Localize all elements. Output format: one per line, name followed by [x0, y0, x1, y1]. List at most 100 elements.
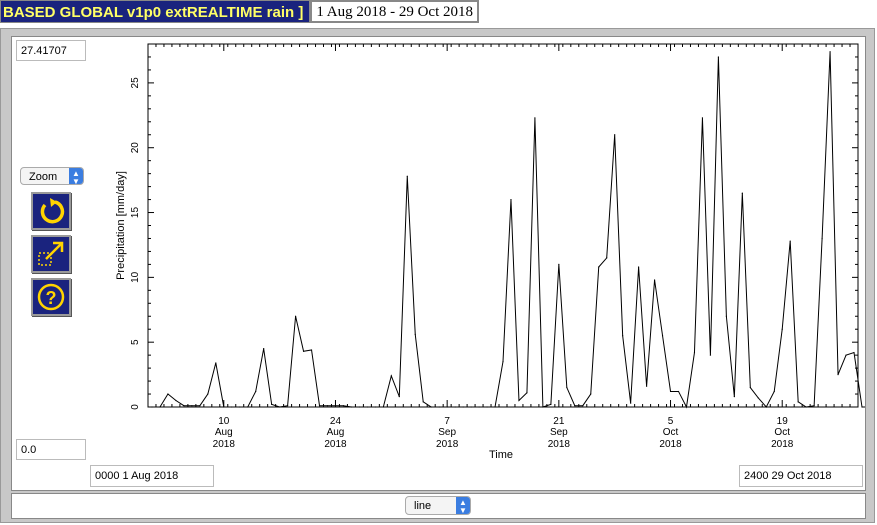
data-point — [725, 315, 727, 317]
title-bar: BASED GLOBAL v1p0 extREALTIME rain ] 1 A… — [0, 0, 479, 26]
zoom-select-value: Zoom — [29, 171, 58, 183]
data-point — [454, 406, 456, 408]
x-tick-day: 5 — [668, 416, 674, 427]
x-tick-month: Aug — [215, 427, 233, 438]
x-tick-day: 21 — [553, 416, 565, 427]
x-tick-day: 7 — [444, 416, 450, 427]
chevron-updown-icon: ▲ ▼ — [456, 497, 470, 515]
data-point — [614, 134, 616, 136]
data-point — [318, 405, 321, 407]
data-point — [829, 51, 831, 53]
data-point — [574, 405, 576, 407]
data-point — [853, 351, 855, 354]
x-tick-month: Sep — [438, 427, 456, 438]
data-point — [566, 386, 568, 389]
data-point — [294, 315, 297, 317]
data-point — [606, 257, 608, 259]
data-point — [239, 406, 241, 408]
data-point — [502, 361, 504, 363]
y-min-input[interactable]: 0.0 — [16, 439, 86, 460]
data-point — [781, 328, 783, 330]
data-point — [159, 406, 161, 408]
data-point — [630, 402, 632, 404]
end-time-input[interactable]: 2400 29 Oct 2018 — [739, 465, 863, 487]
reset-view-button[interactable] — [31, 192, 71, 230]
data-point — [582, 405, 584, 407]
start-time-input[interactable]: 0000 1 Aug 2018 — [90, 465, 214, 487]
data-point — [494, 406, 496, 408]
data-point — [717, 56, 719, 58]
data-point — [406, 175, 408, 177]
plot-panel: 27.41707 0.0 0000 1 Aug 2018 2400 29 Oct… — [11, 36, 866, 491]
data-point — [366, 406, 368, 408]
data-point — [765, 406, 767, 408]
plot-type-value: line — [414, 500, 432, 512]
data-point — [550, 403, 552, 406]
data-point — [701, 117, 704, 119]
data-point — [231, 406, 233, 408]
data-point — [685, 406, 688, 408]
svg-text:?: ? — [46, 288, 57, 308]
y-tick-label: 25 — [130, 77, 141, 89]
data-point — [342, 405, 345, 407]
x-tick-year: 2018 — [659, 439, 682, 450]
y-tick-label: 5 — [130, 339, 141, 345]
data-point — [438, 406, 440, 408]
data-point — [558, 263, 560, 265]
x-tick-year: 2018 — [771, 439, 794, 450]
data-point — [773, 390, 775, 393]
data-point — [183, 405, 185, 407]
data-point — [598, 266, 600, 268]
data-point — [645, 385, 648, 387]
data-point — [382, 406, 384, 408]
y-tick-label: 15 — [130, 207, 141, 219]
data-point — [414, 333, 416, 335]
data-point — [709, 354, 712, 356]
data-point — [733, 396, 735, 398]
y-max-input[interactable]: 27.41707 — [16, 40, 86, 61]
viewer-frame: 27.41707 0.0 0000 1 Aug 2018 2400 29 Oct… — [0, 28, 875, 523]
data-point — [279, 406, 281, 408]
precipitation-chart[interactable]: 051015202510Aug201824Aug20187Sep201821Se… — [12, 37, 865, 490]
precip-series-line — [151, 51, 865, 409]
data-point — [287, 405, 289, 407]
data-point — [374, 406, 376, 408]
data-point — [247, 406, 249, 408]
data-point — [757, 397, 759, 399]
data-point — [837, 373, 839, 376]
dataset-title[interactable]: BASED GLOBAL v1p0 extREALTIME rain ] — [0, 0, 311, 23]
data-point — [207, 393, 209, 395]
data-point — [167, 393, 169, 395]
data-point — [653, 279, 656, 281]
help-icon: ? — [37, 283, 65, 311]
help-button[interactable]: ? — [31, 278, 71, 316]
data-point — [534, 117, 536, 119]
x-tick-month: Sep — [550, 427, 568, 438]
expand-button[interactable] — [31, 235, 71, 273]
plot-type-select[interactable]: line ▲ ▼ — [405, 496, 471, 515]
data-point — [669, 390, 672, 393]
data-point — [622, 335, 624, 337]
data-point — [191, 405, 193, 407]
x-tick-year: 2018 — [436, 439, 459, 450]
y-tick-label: 0 — [130, 404, 141, 410]
data-point — [358, 406, 361, 408]
zoom-select[interactable]: Zoom ▲ ▼ — [20, 167, 84, 186]
x-tick-month: Oct — [663, 427, 679, 438]
expand-zoom-icon — [38, 241, 64, 266]
x-tick-day: 10 — [218, 416, 230, 427]
data-point — [510, 198, 512, 201]
data-point — [255, 390, 257, 393]
x-tick-day: 19 — [777, 416, 789, 427]
y-tick-label: 10 — [130, 271, 141, 283]
data-point — [263, 348, 265, 350]
data-point — [526, 392, 528, 394]
data-point — [813, 405, 815, 407]
date-range-label: 1 Aug 2018 - 29 Oct 2018 — [310, 0, 479, 23]
data-point — [215, 362, 217, 364]
data-point — [422, 401, 424, 403]
data-point — [542, 406, 544, 408]
data-point — [390, 375, 392, 377]
x-tick-year: 2018 — [324, 439, 347, 450]
data-point — [310, 349, 313, 351]
